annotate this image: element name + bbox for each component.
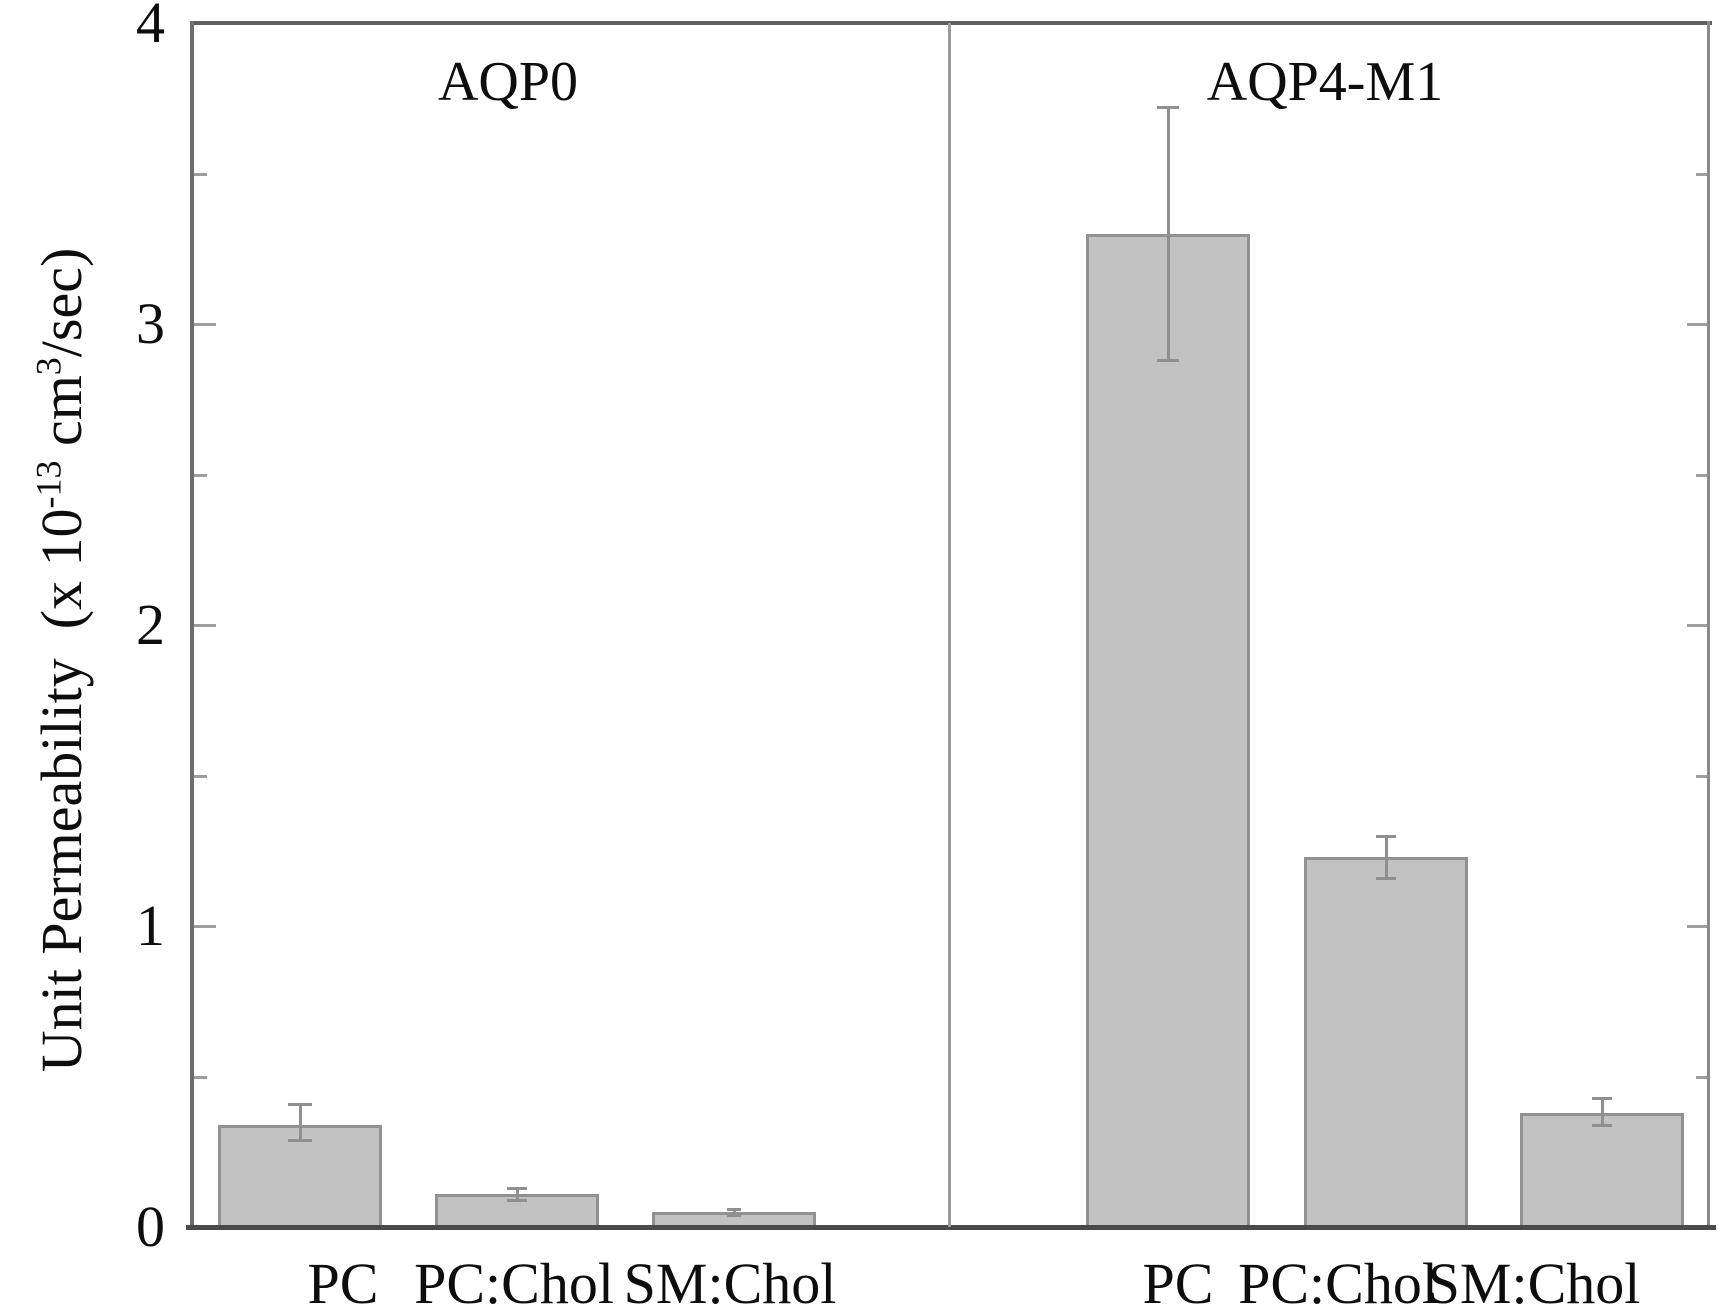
panel-title-aqp4m1: AQP4-M1 bbox=[1206, 51, 1444, 113]
x-tick-label: PC:Chol bbox=[1238, 1251, 1438, 1314]
error-bar-line bbox=[733, 1208, 736, 1215]
x-tick-label: SM:Chol bbox=[1427, 1251, 1641, 1314]
axis-tick bbox=[194, 624, 216, 627]
error-bar-cap bbox=[727, 1213, 741, 1217]
plot-frame-top bbox=[190, 21, 1712, 25]
error-bar-cap bbox=[507, 1186, 527, 1190]
x-axis-line bbox=[186, 1225, 1716, 1230]
error-bar-cap bbox=[507, 1198, 527, 1202]
axis-tick bbox=[1696, 775, 1709, 778]
axis-tick bbox=[194, 1076, 207, 1079]
error-bar-cap bbox=[288, 1102, 312, 1106]
y-tick-label: 1 bbox=[136, 893, 165, 958]
bar bbox=[1086, 233, 1250, 1227]
axis-tick bbox=[1687, 624, 1709, 627]
error-bar-cap bbox=[727, 1207, 741, 1211]
axis-tick bbox=[194, 925, 216, 928]
axis-tick bbox=[194, 775, 207, 778]
error-bar-cap bbox=[1376, 876, 1396, 880]
y-axis-title-text: cm bbox=[29, 375, 94, 461]
error-bar-cap bbox=[1592, 1096, 1612, 1100]
error-bar-line bbox=[516, 1187, 519, 1200]
axis-tick bbox=[194, 323, 216, 326]
axis-tick bbox=[1687, 925, 1709, 928]
axis-tick bbox=[194, 173, 207, 176]
bar bbox=[1520, 1112, 1684, 1227]
error-bar-cap bbox=[1376, 834, 1396, 838]
y-axis-title-text: Unit Permeability (x 10 bbox=[29, 508, 94, 1073]
axis-tick bbox=[1687, 323, 1709, 326]
error-bar-cap bbox=[288, 1138, 312, 1142]
error-bar-line bbox=[1385, 835, 1388, 878]
error-bar-cap bbox=[1157, 106, 1179, 110]
bar bbox=[1304, 856, 1468, 1227]
panel-title-aqp0: AQP0 bbox=[437, 51, 579, 113]
plot-frame-right bbox=[1707, 21, 1710, 1229]
axis-tick bbox=[1696, 1076, 1709, 1079]
x-tick-label: PC:Chol bbox=[414, 1251, 614, 1314]
y-tick-label: 2 bbox=[136, 592, 165, 657]
y-tick-label: 4 bbox=[136, 0, 165, 55]
y-tick-label: 3 bbox=[136, 291, 165, 356]
axis-tick bbox=[194, 474, 207, 477]
plot-frame-left bbox=[190, 21, 194, 1229]
y-axis-title-superscript: -13 bbox=[28, 460, 69, 509]
error-bar-line bbox=[299, 1103, 302, 1140]
axis-tick bbox=[1696, 474, 1709, 477]
panel-divider-line bbox=[948, 23, 951, 1227]
x-tick-label: PC bbox=[1142, 1251, 1214, 1314]
error-bar-cap bbox=[1592, 1123, 1612, 1127]
error-bar-line bbox=[1601, 1097, 1604, 1125]
y-tick-label: 0 bbox=[136, 1194, 165, 1259]
y-axis-title-superscript: 3 bbox=[28, 357, 69, 376]
x-tick-label: SM:Chol bbox=[623, 1251, 837, 1314]
error-bar-line bbox=[1167, 107, 1170, 361]
error-bar-cap bbox=[1157, 359, 1179, 363]
axis-tick bbox=[1696, 173, 1709, 176]
x-tick-label: PC bbox=[307, 1251, 379, 1314]
